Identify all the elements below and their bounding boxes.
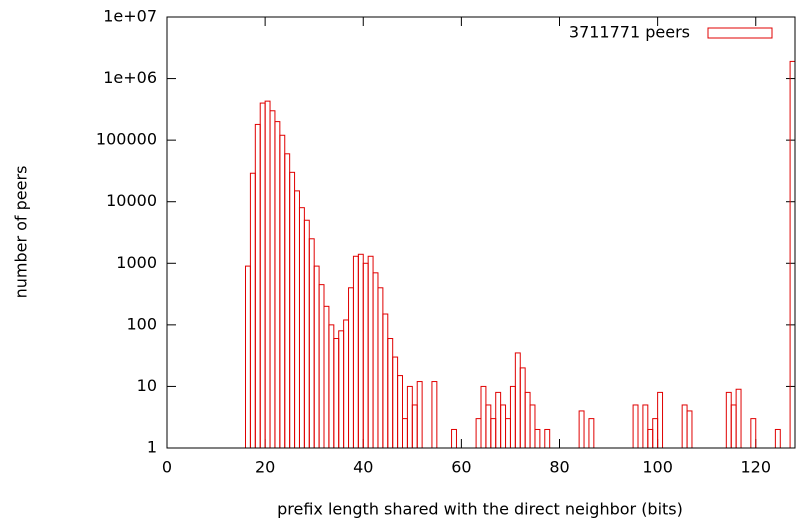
bar xyxy=(735,388,742,449)
bar xyxy=(750,418,757,449)
y-tick-label: 100 xyxy=(126,314,157,333)
bar xyxy=(313,265,320,449)
bar xyxy=(338,330,345,449)
x-tick-label: 100 xyxy=(642,458,673,477)
bar xyxy=(308,238,315,449)
bar xyxy=(284,153,291,449)
bar xyxy=(318,284,325,449)
bar xyxy=(505,418,511,449)
bar xyxy=(475,418,482,449)
bar xyxy=(686,410,693,449)
x-tick-label: 120 xyxy=(740,458,771,477)
bar xyxy=(357,253,364,449)
y-tick-label: 1 xyxy=(147,438,157,457)
bar xyxy=(402,418,408,449)
bar xyxy=(254,123,261,449)
bar xyxy=(642,404,649,449)
bar xyxy=(323,305,330,449)
bar xyxy=(348,287,354,449)
x-tick-label: 0 xyxy=(162,458,172,477)
bar xyxy=(529,404,536,449)
bar xyxy=(343,319,350,449)
bar xyxy=(490,418,497,449)
x-tick-label: 20 xyxy=(255,458,275,477)
bar xyxy=(294,190,300,449)
bar xyxy=(259,102,266,449)
bar xyxy=(387,338,394,449)
bar xyxy=(524,391,531,449)
y-tick-label: 10 xyxy=(137,376,157,395)
bar xyxy=(509,385,516,449)
bar xyxy=(480,385,487,449)
bar xyxy=(249,172,256,449)
bar xyxy=(544,428,551,449)
bar xyxy=(500,404,507,449)
bar xyxy=(534,428,541,449)
plot-frame xyxy=(166,16,796,449)
bar xyxy=(352,255,359,449)
bar xyxy=(725,391,732,449)
bar xyxy=(362,262,369,449)
bar xyxy=(431,381,438,449)
bar xyxy=(416,381,423,449)
bar xyxy=(289,171,296,449)
bar xyxy=(730,404,737,449)
bar xyxy=(652,418,659,449)
y-tick-label: 1000 xyxy=(116,253,157,272)
bar xyxy=(372,272,379,449)
bar xyxy=(382,313,389,449)
bar xyxy=(578,410,585,449)
bar xyxy=(303,219,310,449)
bar xyxy=(657,391,664,449)
x-tick-label: 80 xyxy=(549,458,569,477)
bar xyxy=(519,367,526,449)
bar xyxy=(647,428,654,449)
bar xyxy=(397,375,403,449)
bar xyxy=(632,404,639,449)
legend-swatch xyxy=(707,27,773,39)
bar xyxy=(681,404,688,449)
bar xyxy=(451,428,457,449)
bar xyxy=(377,287,384,449)
x-tick-label: 40 xyxy=(353,458,373,477)
y-axis-label: number of peers xyxy=(12,166,31,299)
bar xyxy=(392,356,399,449)
bar xyxy=(485,404,492,449)
bar xyxy=(245,265,251,449)
x-axis-label: prefix length shared with the direct nei… xyxy=(277,500,683,519)
y-tick-label: 10000 xyxy=(106,191,157,210)
bar xyxy=(367,255,374,449)
y-tick-label: 1e+07 xyxy=(103,7,157,26)
bar xyxy=(495,391,502,449)
bar xyxy=(514,352,521,449)
bar xyxy=(264,100,271,449)
bar xyxy=(588,418,595,449)
y-tick-label: 1e+06 xyxy=(103,68,157,87)
bar xyxy=(328,324,335,449)
y-tick-label: 100000 xyxy=(96,130,157,149)
bar xyxy=(298,207,305,449)
bar xyxy=(269,110,276,449)
bar xyxy=(279,134,286,449)
bar xyxy=(411,404,418,449)
bar xyxy=(333,338,340,449)
bar xyxy=(774,428,781,449)
bar xyxy=(789,60,796,449)
bar xyxy=(406,385,413,449)
legend-label: 3711771 peers xyxy=(569,23,690,42)
bar xyxy=(274,121,281,449)
x-tick-label: 60 xyxy=(451,458,471,477)
